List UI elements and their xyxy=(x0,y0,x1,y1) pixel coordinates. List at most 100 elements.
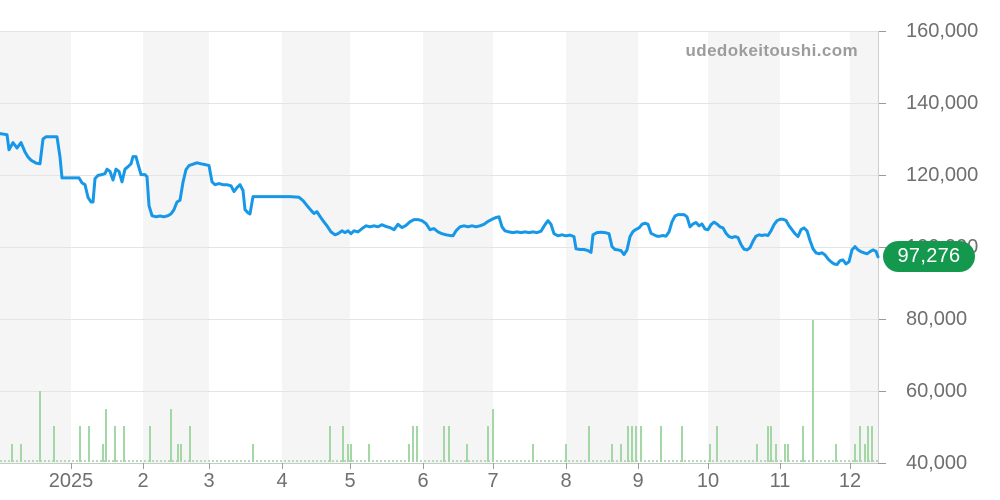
volume-bar xyxy=(105,409,107,462)
volume-bar xyxy=(189,426,191,462)
x-axis-label: 9 xyxy=(632,470,644,492)
x-axis-tick xyxy=(850,463,851,469)
x-axis-tick xyxy=(209,463,210,469)
volume-baseline-dots xyxy=(0,460,878,462)
watermark: udedokeitoushi.com xyxy=(685,41,858,60)
volume-bar xyxy=(640,426,642,462)
y-axis-label: 40,000 xyxy=(906,452,968,474)
volume-bar xyxy=(466,444,468,462)
volume-bar xyxy=(20,444,22,462)
x-axis-tick xyxy=(708,463,709,469)
gridline xyxy=(0,463,878,464)
x-axis-label: 11 xyxy=(769,470,791,492)
volume-bar xyxy=(871,426,873,462)
x-axis-tick xyxy=(780,463,781,469)
y-axis-tick xyxy=(878,247,886,248)
volume-bar xyxy=(565,444,567,462)
volume-bar xyxy=(408,444,410,462)
volume-bar xyxy=(756,444,758,462)
x-axis-tick xyxy=(566,463,567,469)
price-badge: 97,276 xyxy=(883,241,975,272)
volume-bar xyxy=(123,426,125,462)
volume-bar xyxy=(39,391,41,462)
volume-bar xyxy=(492,409,494,462)
volume-bar xyxy=(350,444,352,462)
volume-bar xyxy=(448,426,450,462)
price-badge-label: 97,276 xyxy=(897,245,961,267)
x-axis-label: 5 xyxy=(344,470,356,492)
x-axis-label: 8 xyxy=(560,470,572,492)
gridline xyxy=(0,175,878,176)
x-axis-tick xyxy=(71,463,72,469)
volume-bar xyxy=(709,444,711,462)
volume-bar xyxy=(170,409,172,462)
volume-bar xyxy=(368,444,370,462)
volume-bar xyxy=(867,426,869,462)
y-axis-tick xyxy=(878,463,886,464)
x-axis-tick xyxy=(143,463,144,469)
volume-bar xyxy=(79,426,81,462)
volume-bar xyxy=(443,426,445,462)
volume-bar xyxy=(532,444,534,462)
volume-bar xyxy=(53,426,55,462)
y-axis-tick xyxy=(878,319,886,320)
gridline xyxy=(0,391,878,392)
volume-bar xyxy=(770,426,772,462)
volume-bar xyxy=(787,444,789,462)
volume-bar xyxy=(784,444,786,462)
gridline xyxy=(0,31,878,32)
price-line xyxy=(0,132,880,267)
volume-bar xyxy=(487,426,489,462)
volume-bar xyxy=(149,426,151,462)
volume-bar xyxy=(11,444,13,462)
volume-bar xyxy=(102,444,104,462)
volume-bar xyxy=(588,426,590,462)
x-axis-tick xyxy=(638,463,639,469)
x-axis-tick xyxy=(350,463,351,469)
volume-bar xyxy=(177,444,179,462)
volume-bar xyxy=(180,444,182,462)
volume-bar xyxy=(611,444,613,462)
x-axis-label: 12 xyxy=(838,470,862,492)
volume-bar xyxy=(812,320,814,462)
volume-bar xyxy=(416,426,418,462)
x-axis-label: 3 xyxy=(203,470,215,492)
x-axis-label: 7 xyxy=(487,470,499,492)
y-axis-label: 80,000 xyxy=(906,308,968,330)
volume-bar xyxy=(620,444,622,462)
volume-bar xyxy=(114,426,116,462)
gridline xyxy=(0,319,878,320)
gridline xyxy=(0,247,878,248)
volume-bar xyxy=(681,426,683,462)
x-axis-label: 2025 xyxy=(48,470,94,492)
volume-bar xyxy=(329,426,331,462)
y-axis-tick xyxy=(878,103,886,104)
x-axis-label: 2 xyxy=(137,470,149,492)
x-axis-tick xyxy=(423,463,424,469)
volume-bar xyxy=(252,444,254,462)
x-axis-label: 6 xyxy=(417,470,429,492)
volume-bar xyxy=(635,426,637,462)
volume-bar xyxy=(412,426,414,462)
gridline xyxy=(0,103,878,104)
volume-bar xyxy=(864,444,866,462)
volume-bar xyxy=(660,426,662,462)
y-axis-label: 120,000 xyxy=(906,164,979,186)
plot-right-border xyxy=(878,31,879,463)
x-axis-label: 4 xyxy=(276,470,288,492)
volume-bar xyxy=(631,426,633,462)
volume-bar xyxy=(859,426,861,462)
x-axis-tick xyxy=(282,463,283,469)
y-axis-label: 60,000 xyxy=(906,380,968,402)
volume-bar xyxy=(347,444,349,462)
x-axis-label: 10 xyxy=(696,470,720,492)
volume-bar xyxy=(627,426,629,462)
volume-bar xyxy=(716,426,718,462)
y-axis-tick xyxy=(878,31,886,32)
volume-bar xyxy=(835,444,837,462)
y-axis-tick xyxy=(878,175,886,176)
volume-bar xyxy=(854,444,856,462)
x-axis-tick xyxy=(493,463,494,469)
